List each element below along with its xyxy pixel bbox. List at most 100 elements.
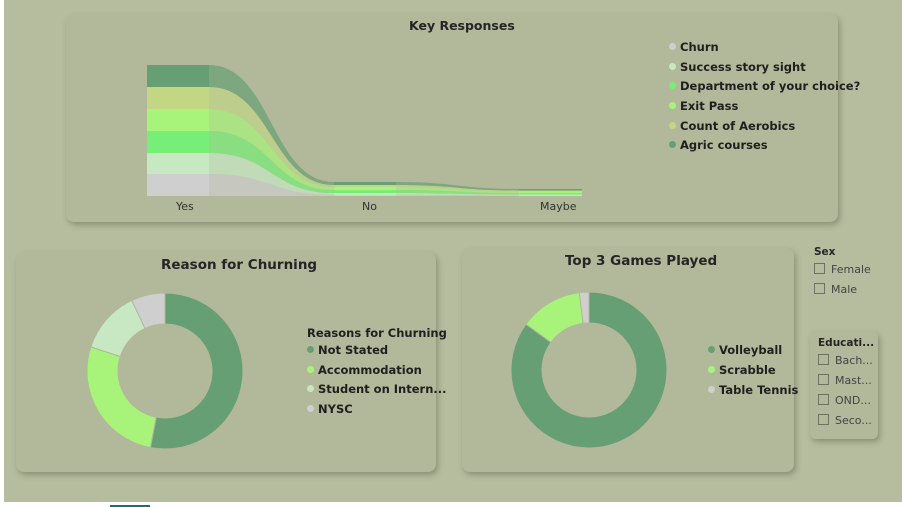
ribbon-segment-maybe[interactable]: [519, 191, 582, 194]
legend-label: Accommodation: [318, 363, 422, 377]
legend-dot: [708, 366, 715, 373]
education-option-bachelor[interactable]: Bach...: [818, 354, 873, 367]
ribbon-segment-yes[interactable]: [147, 131, 209, 153]
checkbox[interactable]: [818, 394, 829, 405]
checkbox[interactable]: [818, 354, 829, 365]
legend-item-exit-pass[interactable]: Exit Pass: [669, 99, 738, 113]
legend-dot: [708, 386, 715, 393]
legend-item-volleyball[interactable]: Volleyball: [708, 343, 782, 357]
ribbon-band-department-of-your-choice-[interactable]: [396, 190, 519, 195]
ribbon-band-churn[interactable]: [209, 174, 334, 196]
checkbox-label: Mast...: [835, 374, 872, 387]
donut-slice-nysc[interactable]: [131, 292, 166, 330]
ribbon-band-agric-courses[interactable]: [396, 182, 519, 191]
checkbox[interactable]: [814, 263, 825, 274]
donut-slice-accommodation[interactable]: [86, 346, 157, 449]
ribbon-segment-maybe[interactable]: [519, 193, 582, 195]
ribbon-segment-no[interactable]: [334, 193, 396, 195]
bottom-page-strip: [0, 502, 902, 507]
checkbox[interactable]: [818, 414, 829, 425]
reason-for-churning-title: Reason for Churning: [161, 257, 318, 273]
checkbox[interactable]: [814, 283, 825, 294]
legend-dot: [307, 385, 314, 392]
legend-dot: [708, 346, 715, 353]
legend-item-scrabble[interactable]: Scrabble: [708, 363, 776, 377]
sex-option-male[interactable]: Male: [814, 283, 857, 296]
legend-item-nysc[interactable]: NYSC: [307, 402, 353, 416]
legend-dot: [669, 102, 676, 109]
ribbon-band-exit-pass[interactable]: [209, 109, 334, 190]
ribbon-band-agric-courses[interactable]: [209, 65, 334, 185]
ribbon-segment-no[interactable]: [334, 190, 396, 193]
donut-slice-volleyball[interactable]: [510, 291, 668, 449]
report-canvas: Key Responses Yes No Maybe Churn Success…: [4, 0, 902, 502]
donut-slice-table-tennis[interactable]: [578, 291, 590, 324]
legend-item-not-stated[interactable]: Not Stated: [307, 343, 388, 357]
legend-dot: [307, 405, 314, 412]
legend-item-churn[interactable]: Churn: [669, 40, 719, 54]
ribbon-segment-no[interactable]: [334, 187, 396, 190]
ribbon-band-department-of-your-choice-[interactable]: [209, 131, 334, 193]
checkbox-label: Female: [831, 263, 871, 276]
legend-item-count-of-aerobics[interactable]: Count of Aerobics: [669, 119, 795, 133]
active-page-tab-indicator[interactable]: [110, 505, 150, 507]
legend-label: Department of your choice?: [680, 79, 861, 93]
ribbon-band-success-story-sight[interactable]: [209, 153, 334, 195]
education-option-secondary[interactable]: Seco...: [818, 414, 872, 427]
ribbon-band-count-of-aerobics[interactable]: [396, 185, 519, 192]
ribbon-segment-yes[interactable]: [147, 109, 209, 131]
ribbon-segment-yes[interactable]: [147, 65, 209, 87]
legend-dot: [669, 43, 676, 50]
top-games-title: Top 3 Games Played: [565, 253, 718, 269]
legend-dot: [669, 122, 676, 129]
education-option-ond[interactable]: OND...: [818, 394, 871, 407]
ribbon-segment-maybe[interactable]: [519, 189, 582, 191]
checkbox[interactable]: [818, 374, 829, 385]
legend-label: Exit Pass: [680, 99, 739, 113]
legend-dot: [669, 63, 676, 70]
legend-item-department[interactable]: Department of your choice?: [669, 79, 860, 93]
legend-label: Student on Intern...: [318, 382, 447, 396]
donut-slice-not-stated[interactable]: [149, 292, 244, 450]
legend-dot: [307, 366, 314, 373]
legend-label: Volleyball: [719, 343, 783, 357]
legend-item-table-tennis[interactable]: Table Tennis: [708, 383, 798, 397]
ribbon-segment-maybe[interactable]: [519, 194, 582, 196]
ribbon-segment-maybe[interactable]: [519, 195, 582, 197]
ribbon-band-success-story-sight[interactable]: [396, 193, 519, 196]
legend-label: Not Stated: [318, 343, 389, 357]
churn-legend-title: Reasons for Churning: [307, 326, 447, 340]
checkbox-label: Male: [831, 283, 858, 296]
checkbox-label: Bach...: [835, 354, 873, 367]
legend-label: Success story sight: [680, 60, 806, 74]
legend-label: Agric courses: [680, 138, 768, 152]
ribbon-band-exit-pass[interactable]: [396, 187, 519, 193]
ribbon-segment-no[interactable]: [334, 185, 396, 187]
education-option-masters[interactable]: Mast...: [818, 374, 872, 387]
checkbox-label: Seco...: [835, 414, 872, 427]
ribbon-band-churn[interactable]: [396, 195, 519, 196]
ribbon-segment-yes[interactable]: [147, 153, 209, 174]
top-games-donut[interactable]: [508, 289, 670, 451]
legend-item-success-story-sight[interactable]: Success story sight: [669, 60, 806, 74]
x-tick-yes: Yes: [176, 200, 194, 213]
ribbon-segment-no[interactable]: [334, 182, 396, 185]
checkbox-label: OND...: [835, 394, 871, 407]
ribbon-segment-no[interactable]: [334, 195, 396, 196]
legend-label: Table Tennis: [719, 383, 799, 397]
reason-for-churning-donut[interactable]: [84, 290, 246, 452]
x-tick-no: No: [362, 200, 377, 213]
ribbon-segment-yes[interactable]: [147, 174, 209, 196]
legend-dot: [307, 346, 314, 353]
sex-option-female[interactable]: Female: [814, 263, 871, 276]
legend-item-agric-courses[interactable]: Agric courses: [669, 138, 768, 152]
key-responses-title: Key Responses: [409, 18, 515, 33]
legend-item-accommodation[interactable]: Accommodation: [307, 363, 422, 377]
legend-dot: [669, 141, 676, 148]
legend-item-student-on-internship[interactable]: Student on Intern...: [307, 382, 447, 396]
ribbon-segment-yes[interactable]: [147, 87, 209, 109]
legend-label: NYSC: [318, 402, 353, 416]
ribbon-band-count-of-aerobics[interactable]: [209, 87, 334, 187]
ribbon-segment-maybe[interactable]: [519, 190, 582, 192]
key-responses-ribbon-chart[interactable]: [4, 0, 902, 502]
